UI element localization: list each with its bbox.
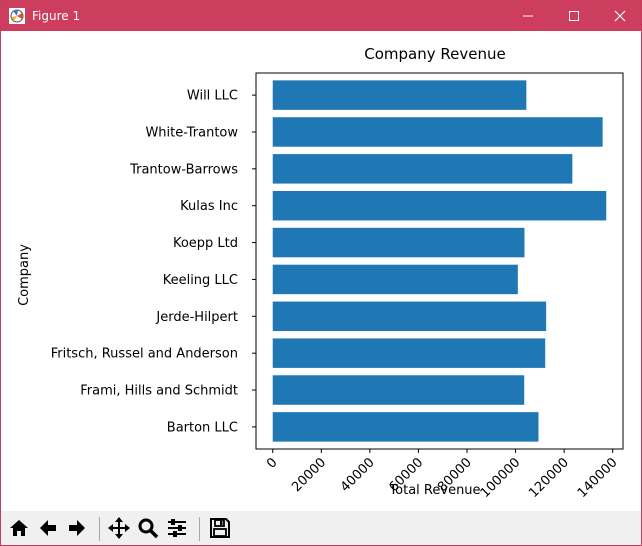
bar xyxy=(272,190,607,221)
bar xyxy=(272,264,518,295)
window-title: Figure 1 xyxy=(32,9,81,23)
configure-subplots-icon xyxy=(168,519,186,537)
bar-chart: Barton LLC Frami, Hills and Schmidt Fritsc… xyxy=(17,45,624,501)
pan-button[interactable] xyxy=(106,515,132,541)
bar xyxy=(272,154,573,184)
back-arrow-icon xyxy=(40,520,56,536)
x-tick-label: 40000 xyxy=(338,455,378,495)
x-axis-label: Total Revenue xyxy=(388,483,480,498)
bar xyxy=(272,80,527,110)
back-button[interactable] xyxy=(35,515,61,541)
y-tick-label: Keeling LLC xyxy=(163,273,238,288)
toolbar-separator xyxy=(199,517,200,541)
bar xyxy=(272,338,546,368)
pan-icon xyxy=(108,517,130,539)
y-tick-label: Fritsch, Russel and Anderson xyxy=(51,347,238,362)
y-axis-label: Company xyxy=(17,244,32,306)
y-tick-label: Jerde-Hilpert xyxy=(155,310,238,325)
save-button[interactable] xyxy=(207,515,233,541)
matplotlib-figure-icon xyxy=(9,8,25,24)
bar xyxy=(272,375,525,405)
bar xyxy=(272,227,525,258)
maximize-icon xyxy=(569,11,579,21)
toolbar-separator xyxy=(99,517,100,541)
y-tick-label: Koepp Ltd xyxy=(173,236,238,251)
x-tick-label: 20000 xyxy=(289,455,329,495)
maximize-button[interactable] xyxy=(551,1,597,31)
y-tick-label: Trantow-Barrows xyxy=(129,162,238,177)
configure-subplots-button[interactable] xyxy=(164,515,190,541)
zoom-icon xyxy=(138,518,159,539)
bar xyxy=(272,412,539,442)
forward-button[interactable] xyxy=(64,515,90,541)
title-bar[interactable]: Figure 1 xyxy=(1,1,641,31)
figure-canvas[interactable]: Barton LLC Frami, Hills and Schmidt Fritsc… xyxy=(1,31,641,511)
y-tick-label: Barton LLC xyxy=(167,420,238,435)
x-tick-label: 100000 xyxy=(478,455,524,501)
chart-title: Company Revenue xyxy=(364,45,505,63)
bar xyxy=(272,117,603,147)
minimize-button[interactable] xyxy=(505,1,551,31)
y-tick-label: White-Trantow xyxy=(145,125,238,140)
x-tick-label: 140000 xyxy=(575,455,621,501)
y-tick-label: Frami, Hills and Schmidt xyxy=(80,384,238,399)
navigation-toolbar xyxy=(1,511,641,545)
minimize-icon xyxy=(523,15,533,17)
bar xyxy=(272,301,547,332)
close-icon xyxy=(614,10,626,22)
y-tick-label: Will LLC xyxy=(187,89,238,104)
forward-arrow-icon xyxy=(69,520,85,536)
home-icon xyxy=(10,520,28,536)
zoom-button[interactable] xyxy=(135,515,161,541)
y-tick-label: Kulas Inc xyxy=(180,199,238,214)
close-button[interactable] xyxy=(597,1,642,31)
x-tick-label: 0 xyxy=(264,455,280,471)
x-tick-label: 120000 xyxy=(526,455,572,501)
home-button[interactable] xyxy=(6,515,32,541)
save-icon xyxy=(210,518,230,538)
axes-frame xyxy=(255,72,624,450)
